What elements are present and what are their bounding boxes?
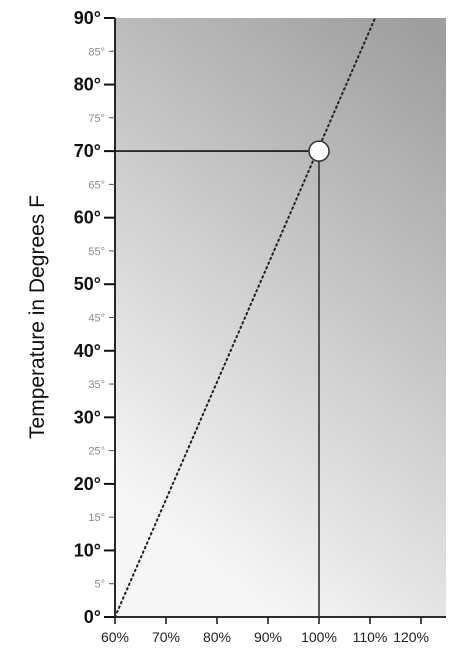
x-tick-label: 90% [254, 629, 282, 645]
y-minor-tick-label: 5° [94, 579, 105, 591]
y-tick-label: 70° [74, 141, 101, 161]
plot-area [115, 18, 446, 617]
y-minor-tick-label: 55° [88, 246, 105, 258]
y-axis-label: Temperature in Degrees F [26, 195, 49, 439]
y-tick-label: 20° [74, 474, 101, 494]
y-tick-label: 80° [74, 75, 101, 95]
y-minor-tick-label: 75° [88, 113, 105, 125]
y-minor-tick-label: 85° [88, 46, 105, 58]
y-tick-label: 10° [74, 540, 101, 560]
y-tick-label: 60° [74, 208, 101, 228]
x-tick-label: 80% [203, 629, 231, 645]
y-tick-label: 30° [74, 407, 101, 427]
y-tick-label: 40° [74, 341, 101, 361]
y-minor-tick-label: 65° [88, 179, 105, 191]
y-minor-tick-label: 45° [88, 313, 105, 325]
y-tick-label: 0° [84, 607, 101, 627]
y-minor-tick-label: 25° [88, 446, 105, 458]
y-tick-label: 50° [74, 274, 101, 294]
highlight-marker [308, 140, 330, 162]
y-minor-tick-label: 15° [88, 512, 105, 524]
x-tick-label: 100% [301, 629, 337, 645]
x-tick-label: 70% [152, 629, 180, 645]
x-tick-label: 60% [101, 629, 129, 645]
x-tick-label: 110% [353, 629, 388, 645]
y-minor-tick-label: 35° [88, 379, 105, 391]
x-tick-label: 120% [393, 629, 429, 645]
y-tick-label: 90° [74, 8, 101, 28]
series-line [114, 17, 377, 618]
